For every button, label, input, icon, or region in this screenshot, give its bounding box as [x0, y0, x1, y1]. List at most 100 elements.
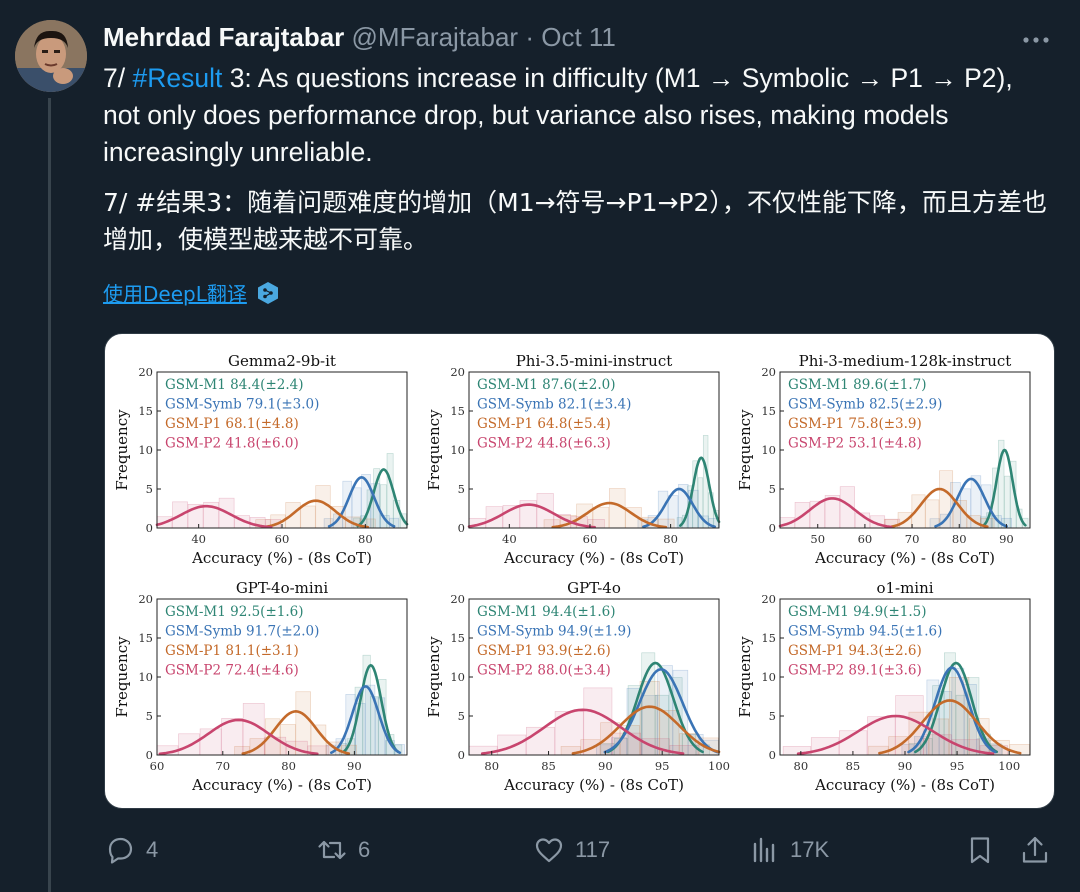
bookmark-icon	[970, 837, 990, 864]
x-tick-label: 60	[150, 759, 165, 773]
legend-entry-p1: GSM-P1 75.8(±3.9)	[788, 416, 922, 432]
y-tick-label: 20	[138, 365, 153, 379]
chart-title: GPT-4o	[567, 579, 621, 597]
density-curve-p1	[890, 487, 989, 528]
tweet-date[interactable]: Oct 11	[541, 22, 616, 52]
meta-separator: ·	[525, 22, 534, 52]
repost-button[interactable]: 6	[316, 830, 370, 870]
chart-figure: 0 5 10 15 20 40 60 80 Gemma2-9b-it Accuracy (%) -…	[113, 352, 1031, 794]
x-tick-label: 70	[905, 532, 920, 546]
x-tick-label: 90	[898, 759, 913, 773]
density-curve-symb	[603, 667, 719, 754]
y-tick-label: 0	[458, 748, 465, 762]
more-button[interactable]	[1016, 26, 1056, 54]
x-tick-label: 85	[541, 759, 556, 773]
x-tick-label: 80	[663, 532, 678, 546]
y-tick-label: 10	[138, 443, 153, 457]
x-tick-label: 80	[484, 759, 499, 773]
views-count: 17K	[790, 837, 830, 862]
y-tick-label: 10	[450, 443, 465, 457]
legend-entry-m1: GSM-M1 87.6(±2.0)	[477, 377, 616, 393]
author-handle[interactable]: @MFarajtabar	[351, 22, 519, 52]
y-tick-label: 0	[146, 748, 153, 762]
x-axis-label: Accuracy (%) - (8s CoT)	[814, 549, 995, 567]
legend-entry-symb: GSM-Symb 79.1(±3.0)	[165, 397, 319, 413]
y-tick-label: 5	[458, 482, 465, 496]
bookmark-button[interactable]	[964, 830, 996, 870]
x-tick-label: 95	[950, 759, 965, 773]
hist-bar-p2	[554, 711, 584, 756]
density-curve-symb	[907, 666, 997, 754]
x-tick-label: 100	[998, 759, 1020, 773]
tweet-header: Mehrdad Farajtabar @MFarajtabar · Oct 11	[103, 22, 616, 53]
legend-entry-symb: GSM-Symb 82.5(±2.9)	[788, 397, 942, 413]
density-curve-p1	[571, 705, 721, 755]
hist-bar-p2	[497, 734, 527, 756]
y-tick-label: 15	[138, 404, 153, 418]
y-tick-label: 0	[769, 748, 776, 762]
avatar[interactable]	[15, 20, 87, 92]
y-tick-label: 15	[761, 631, 776, 645]
legend-entry-p1: GSM-P1 68.1(±4.8)	[165, 416, 299, 432]
y-tick-label: 20	[138, 592, 153, 606]
x-tick-label: 90	[598, 759, 613, 773]
x-axis-label: Accuracy (%) - (8s CoT)	[503, 549, 684, 567]
x-tick-label: 80	[794, 759, 809, 773]
x-tick-label: 70	[215, 759, 230, 773]
legend-entry-p1: GSM-P1 94.3(±2.6)	[788, 643, 922, 659]
x-tick-label: 80	[281, 759, 296, 773]
density-curve-p2	[796, 714, 995, 755]
chart-panel-4: 0 5 10 15 20 80 85 90 95 100 GPT-4o Accuracy (%) - …	[425, 579, 730, 794]
y-tick-label: 5	[146, 709, 153, 723]
legend-entry-p1: GSM-P1 81.1(±3.1)	[165, 643, 299, 659]
tweet-text-zh: 7/ #结果3：随着问题难度的增加（M1→符号→P1→P2），不仅性能下降，而且…	[103, 188, 1047, 254]
legend-entry-p2: GSM-P2 88.0(±3.4)	[477, 663, 611, 679]
translate-label: 使用DeepL翻译	[103, 282, 247, 306]
x-tick-label: 80	[358, 532, 373, 546]
chart-title: o1-mini	[876, 579, 933, 597]
chart-title: Phi-3-medium-128k-instruct	[799, 352, 1012, 370]
chart-panel-3: 0 5 10 15 20 60 70 80 90 GPT-4o-mini Accuracy (%) …	[113, 579, 408, 794]
legend-entry-p2: GSM-P2 44.8(±6.3)	[477, 436, 611, 452]
y-tick-label: 5	[769, 709, 776, 723]
reply-button[interactable]: 4	[104, 830, 158, 870]
y-tick-label: 15	[138, 631, 153, 645]
text-prefix: 7/	[103, 63, 133, 93]
x-tick-label: 95	[655, 759, 670, 773]
density-curve-symb	[330, 685, 402, 754]
y-axis-label: Frequency	[425, 636, 443, 718]
y-tick-label: 20	[450, 592, 465, 606]
density-curve-p2	[158, 718, 319, 756]
y-tick-label: 10	[761, 443, 776, 457]
repost-count: 6	[358, 837, 371, 862]
x-tick-label: 80	[952, 532, 967, 546]
thread-line	[48, 98, 51, 892]
legend-entry-m1: GSM-M1 92.5(±1.6)	[165, 604, 304, 620]
y-tick-label: 0	[458, 521, 465, 535]
views-button[interactable]: 17K	[748, 830, 829, 870]
hist-bar-p1	[925, 499, 940, 529]
x-tick-label: 100	[708, 759, 730, 773]
density-curve-p2	[155, 504, 273, 529]
share-icon	[1022, 836, 1048, 863]
y-tick-label: 5	[458, 709, 465, 723]
text-body: 3: As questions increase in difficulty (…	[103, 63, 1013, 167]
density-curve-m1	[342, 663, 400, 754]
tweet-media-chart[interactable]: 0 5 10 15 20 40 60 80 Gemma2-9b-it Accuracy (%) -…	[104, 333, 1055, 809]
like-button[interactable]: 117	[533, 830, 610, 870]
chart-title: Gemma2-9b-it	[228, 352, 336, 370]
chart-panel-0: 0 5 10 15 20 40 60 80 Gemma2-9b-it Accuracy (%) -…	[113, 352, 409, 567]
y-axis-label: Frequency	[113, 409, 131, 491]
x-axis-label: Accuracy (%) - (8s CoT)	[814, 776, 995, 794]
x-tick-label: 40	[191, 532, 206, 546]
chart-panel-5: 0 5 10 15 20 80 85 90 95 100 o1-mini Accuracy (%) -…	[736, 579, 1031, 794]
author-name[interactable]: Mehrdad Farajtabar	[103, 22, 345, 52]
hist-bar-p2	[264, 736, 287, 756]
reply-icon	[108, 837, 133, 864]
translate-link[interactable]: 使用DeepL翻译	[103, 278, 279, 307]
hashtag-link[interactable]: #Result	[132, 63, 223, 93]
density-curve-m1	[679, 456, 721, 527]
share-button[interactable]	[1019, 830, 1051, 870]
y-tick-label: 0	[146, 521, 153, 535]
legend-entry-m1: GSM-M1 84.4(±2.4)	[165, 377, 304, 393]
